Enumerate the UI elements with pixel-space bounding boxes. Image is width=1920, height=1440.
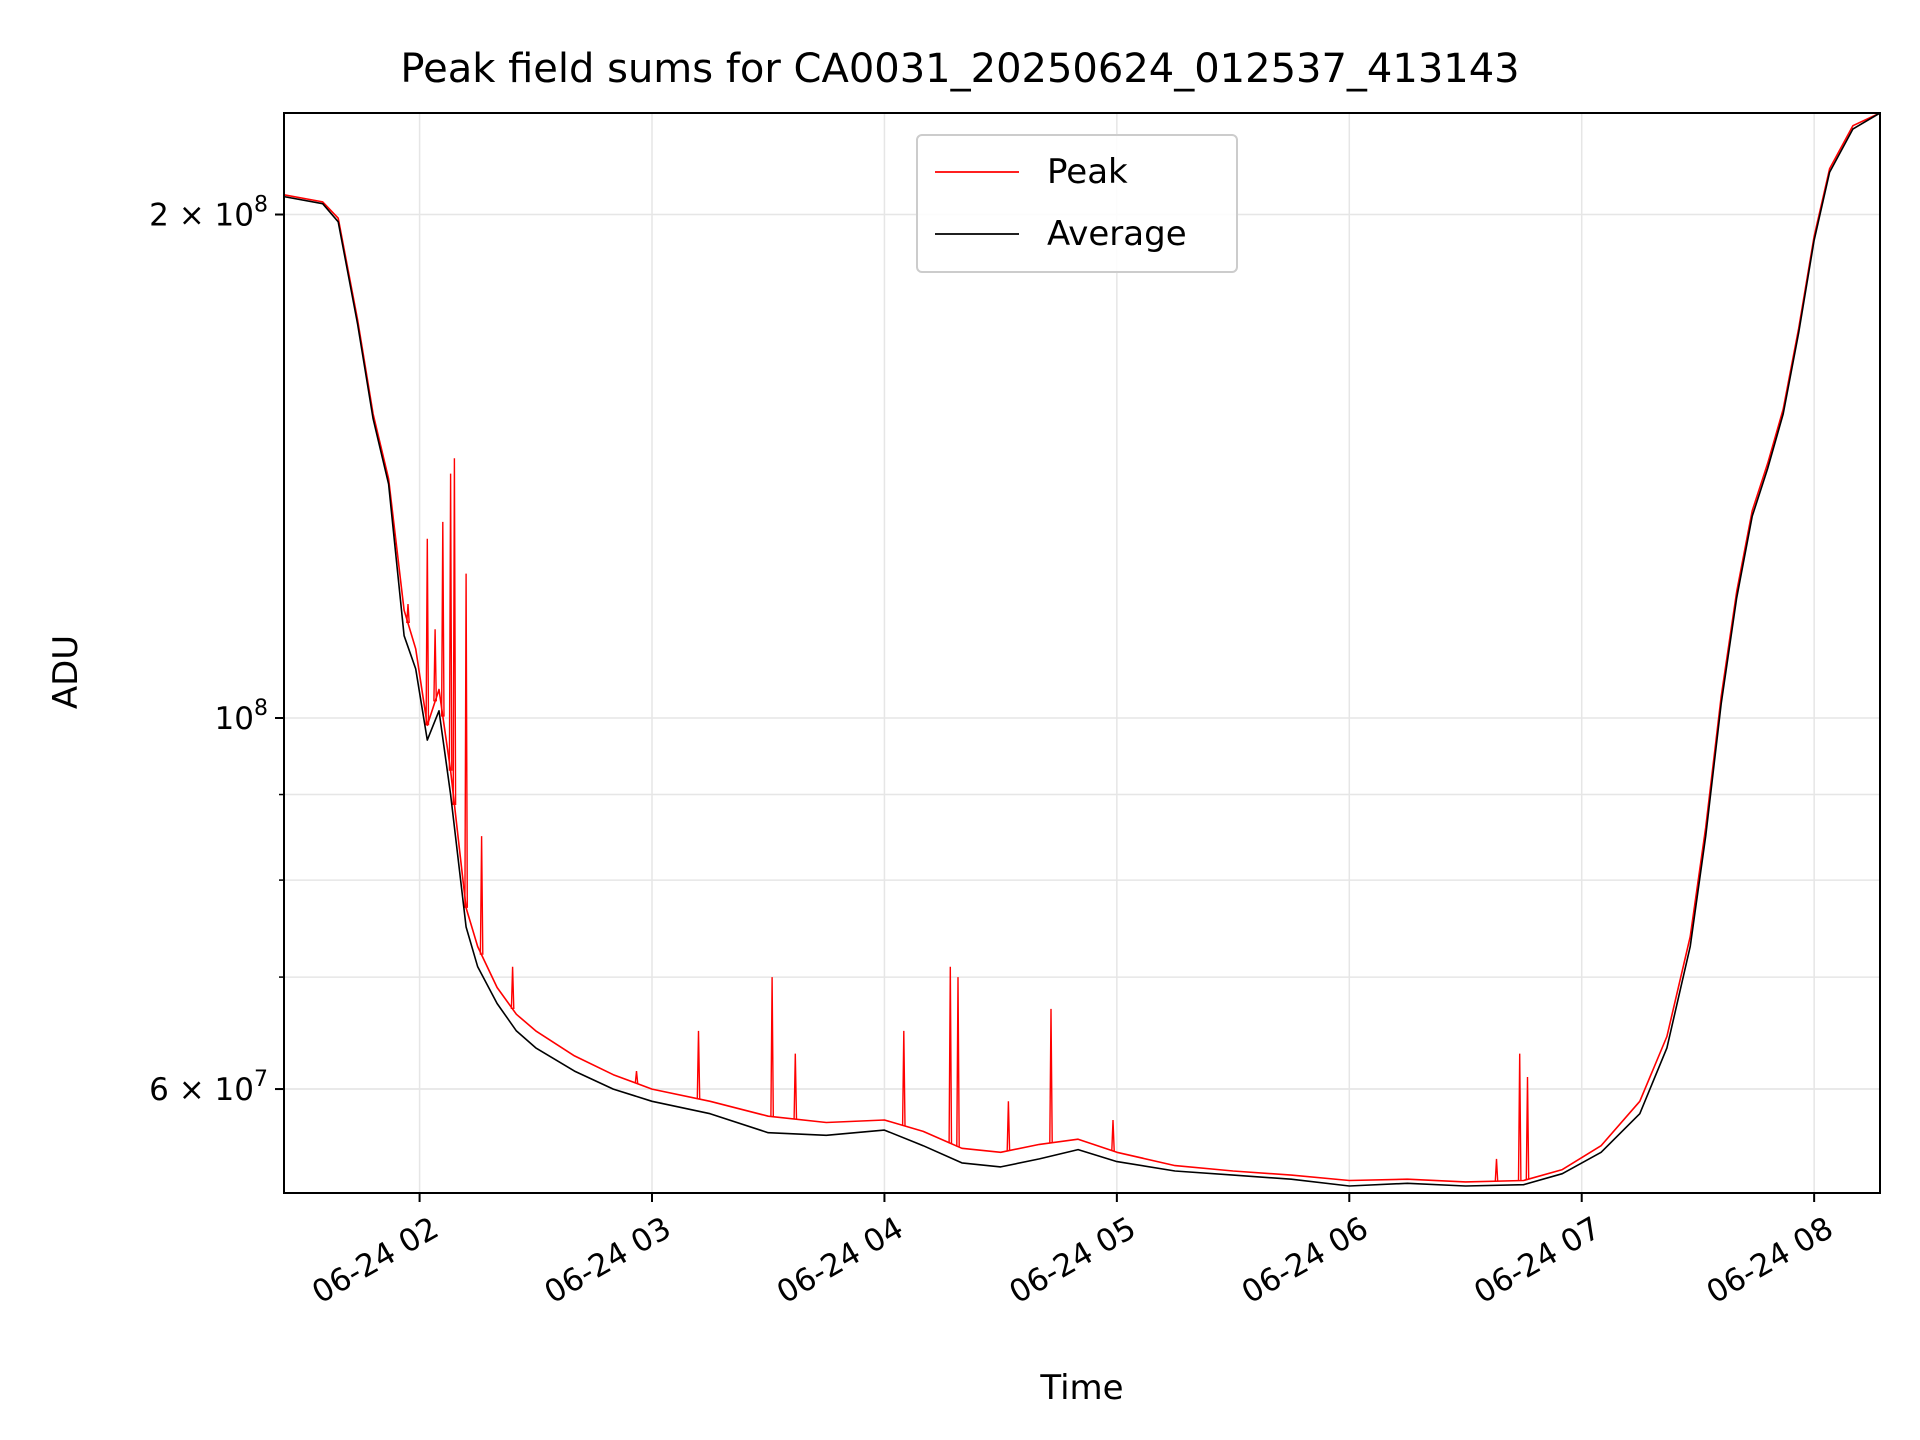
y-tick-label-exponent: 7 bbox=[254, 1067, 268, 1092]
peak-spike bbox=[948, 966, 953, 1144]
y-tick-label-exponent: 8 bbox=[254, 696, 268, 721]
x-axis-label: Time bbox=[1040, 1368, 1124, 1408]
peak-spike bbox=[1111, 1119, 1115, 1151]
y-tick-label: 6 × 107 bbox=[149, 1067, 268, 1108]
legend-label-average: Average bbox=[1047, 214, 1187, 254]
series-average bbox=[283, 112, 1881, 1187]
peak-spike bbox=[433, 629, 437, 702]
x-tick-label: 06-24 04 bbox=[771, 1210, 910, 1311]
peak-spike bbox=[1517, 1053, 1522, 1181]
peak-spike bbox=[479, 836, 484, 955]
peak-spike bbox=[1006, 1101, 1011, 1151]
peak-spike bbox=[406, 603, 410, 624]
peak-spike bbox=[696, 1030, 701, 1099]
x-tick-label: 06-24 05 bbox=[1003, 1210, 1142, 1311]
x-tick-label: 06-24 03 bbox=[538, 1210, 677, 1311]
peak-spike bbox=[510, 966, 515, 1010]
peak-spike bbox=[956, 977, 960, 1147]
peak-spike bbox=[425, 538, 430, 726]
plot-frame bbox=[283, 112, 1881, 1194]
series-average-line bbox=[283, 112, 1881, 1187]
peak-spike bbox=[1494, 1158, 1499, 1182]
y-tick-label-exponent: 8 bbox=[254, 193, 268, 218]
peak-spike bbox=[464, 573, 468, 908]
peak-spike bbox=[440, 521, 445, 717]
x-tick-label: 06-24 02 bbox=[306, 1210, 445, 1311]
legend-box bbox=[916, 134, 1238, 273]
peak-spike bbox=[452, 458, 457, 806]
y-axis: 2 × 108 108 6 × 107 bbox=[149, 193, 284, 1108]
peak-spike bbox=[448, 473, 453, 771]
x-tick-label: 06-24 07 bbox=[1468, 1210, 1607, 1311]
peak-spike bbox=[793, 1053, 798, 1120]
peak-spike bbox=[901, 1030, 906, 1126]
legend-label-peak: Peak bbox=[1047, 152, 1128, 192]
legend: Peak Average bbox=[916, 134, 1238, 273]
x-tick-label: 06-24 08 bbox=[1701, 1210, 1840, 1311]
x-axis: 06-24 02 06-24 03 06-24 04 06-24 05 06-24 06… bbox=[306, 1193, 1839, 1311]
grid bbox=[284, 113, 1880, 1193]
peak-spike bbox=[634, 1071, 639, 1084]
series-peak bbox=[283, 112, 1881, 1183]
y-axis-label-wrap: ADU bbox=[46, 635, 86, 709]
y-tick-label: 2 × 108 bbox=[149, 193, 268, 234]
peak-spike bbox=[770, 977, 774, 1117]
chart-title: Peak field sums for CA0031_20250624_0125… bbox=[400, 46, 1520, 92]
x-tick-label: 06-24 06 bbox=[1236, 1210, 1375, 1311]
y-tick-label: 108 bbox=[215, 696, 268, 737]
peak-spike bbox=[1525, 1076, 1530, 1180]
series-peak-line bbox=[283, 112, 1881, 1183]
peak-spike bbox=[1049, 1008, 1053, 1143]
y-axis-label: ADU bbox=[46, 634, 86, 710]
